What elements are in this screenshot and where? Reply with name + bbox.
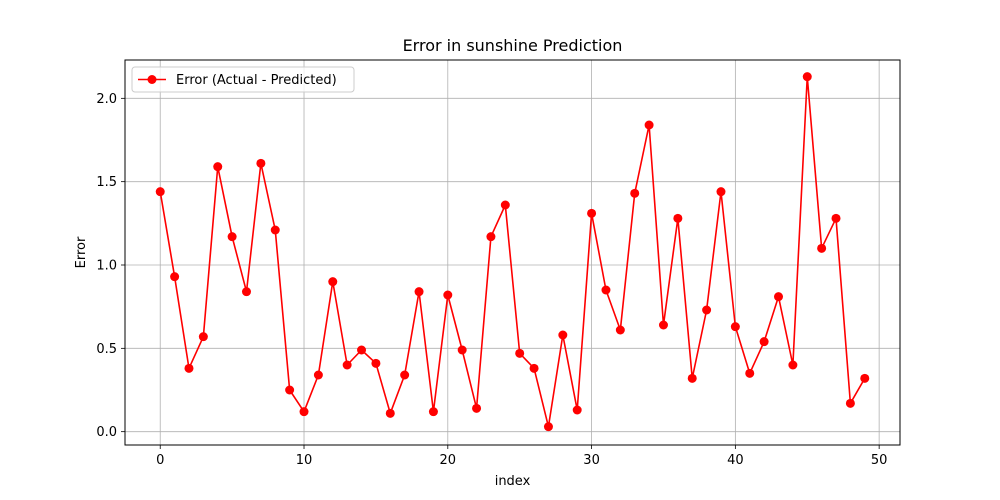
data-point (630, 188, 640, 198)
legend-label: Error (Actual - Predicted) (176, 73, 337, 88)
y-tick-label: 0.0 (96, 425, 117, 440)
data-point (687, 373, 697, 383)
data-point (227, 232, 237, 242)
data-point (299, 407, 309, 417)
data-point (831, 213, 841, 223)
data-point (673, 213, 683, 223)
data-point (587, 208, 597, 218)
data-point (213, 162, 223, 172)
data-point (601, 285, 611, 295)
data-point (342, 360, 352, 370)
data-point (817, 243, 827, 253)
legend: Error (Actual - Predicted) (131, 66, 355, 93)
x-tick-label: 0 (156, 453, 164, 468)
data-point (702, 305, 712, 315)
data-point (371, 358, 381, 368)
x-axis-title: index (495, 474, 531, 489)
data-point (270, 225, 280, 235)
data-point (285, 385, 295, 395)
data-point (644, 120, 654, 130)
y-axis-title: Error (74, 236, 89, 268)
y-tick-label: 1.0 (96, 259, 117, 274)
x-tick-label: 30 (583, 453, 600, 468)
x-tick-label: 50 (871, 453, 888, 468)
x-tick-label: 40 (727, 453, 744, 468)
data-point (572, 405, 582, 415)
chart-title: Error in sunshine Prediction (403, 36, 623, 55)
data-point (428, 407, 438, 417)
data-point (385, 408, 395, 418)
data-point (845, 398, 855, 408)
data-point (486, 232, 496, 242)
x-tick-label: 20 (440, 453, 457, 468)
data-point (256, 158, 266, 168)
data-point (543, 422, 553, 432)
data-point (529, 363, 539, 373)
data-point (328, 277, 338, 287)
data-point (860, 373, 870, 383)
data-point (615, 325, 625, 335)
data-point (500, 200, 510, 210)
data-point (658, 320, 668, 330)
data-point (414, 287, 424, 297)
legend-marker-swatch (147, 75, 157, 84)
data-point (357, 345, 367, 355)
data-point (472, 403, 482, 413)
data-point (457, 345, 467, 355)
x-tick-label: 10 (296, 453, 313, 468)
data-point (802, 72, 812, 82)
y-tick-label: 1.5 (96, 175, 117, 190)
data-point (759, 337, 769, 347)
data-point (788, 360, 798, 370)
series-line (159, 75, 866, 428)
data-point (730, 322, 740, 332)
plot-area-frame (124, 59, 901, 446)
data-series (155, 72, 870, 432)
data-point (745, 368, 755, 378)
data-point (515, 348, 525, 358)
legend-box (131, 66, 355, 93)
data-point (443, 290, 453, 300)
data-point (774, 292, 784, 302)
data-point (198, 332, 208, 342)
data-point (184, 363, 194, 373)
data-point (400, 370, 410, 380)
axis-ticks: 0 10 20 30 40 50 0.0 0.5 1.0 1.5 2.0 (96, 92, 887, 468)
y-tick-label: 2.0 (96, 92, 117, 107)
y-tick-label: 0.5 (96, 342, 117, 357)
grid-lines (125, 60, 900, 445)
data-point (558, 330, 568, 340)
data-point (716, 187, 726, 197)
data-point (170, 272, 180, 282)
data-point (241, 287, 251, 297)
data-point (313, 370, 323, 380)
data-point (155, 187, 165, 197)
